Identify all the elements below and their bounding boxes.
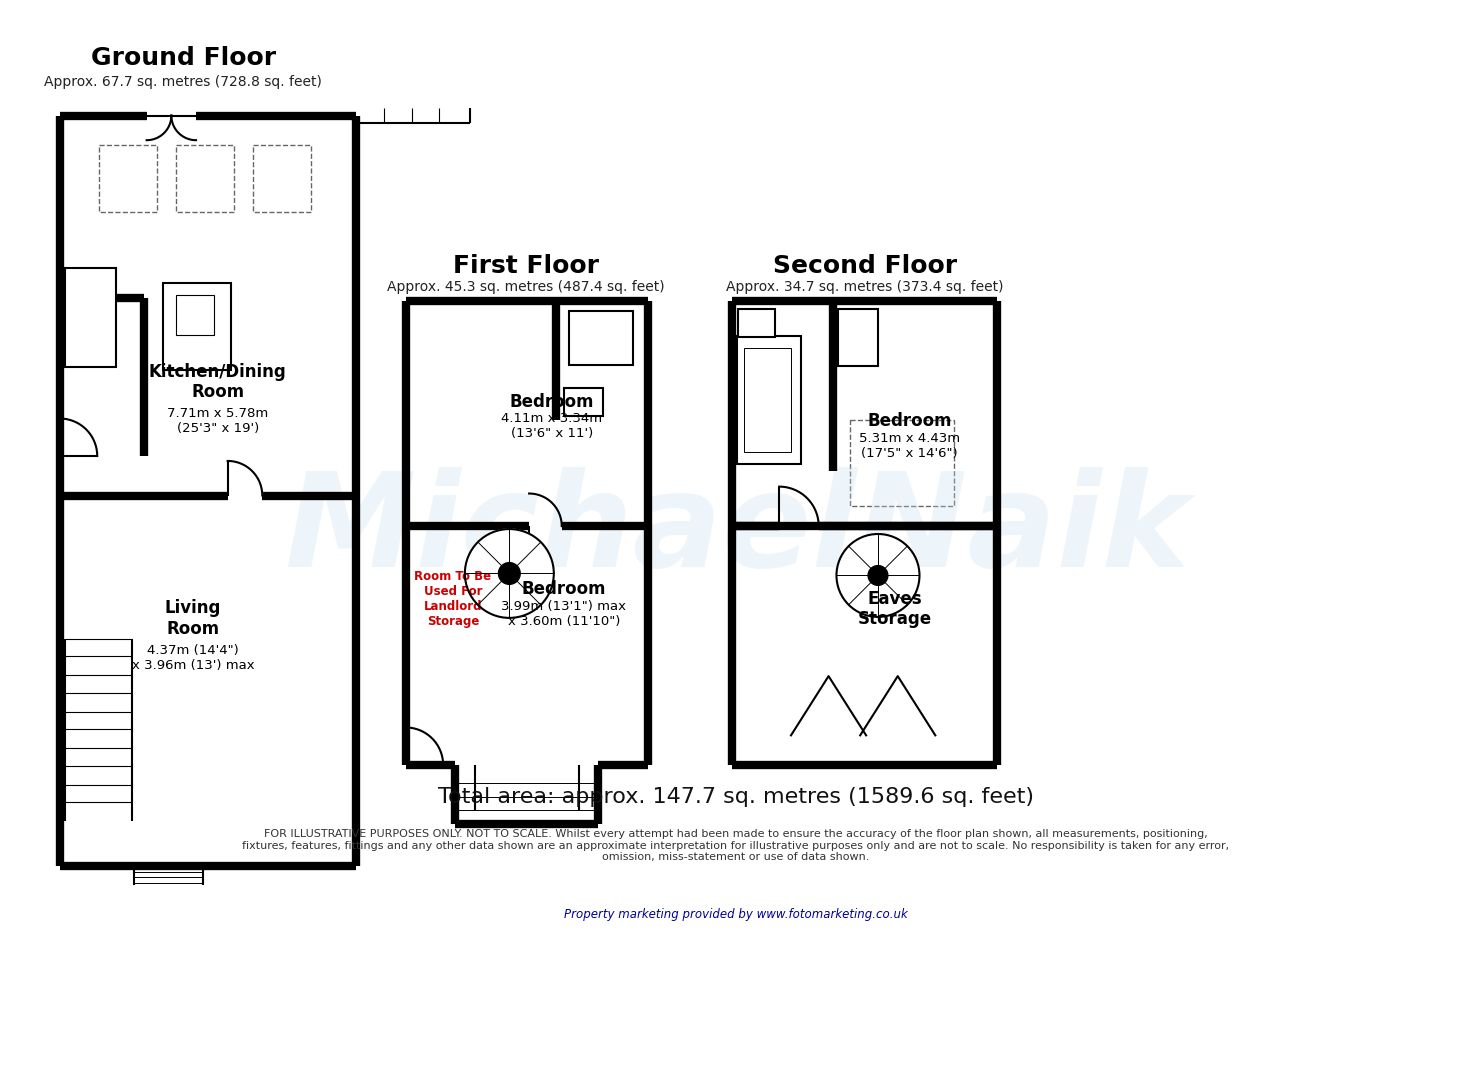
Bar (176, 296, 214, 335)
Circle shape (498, 562, 520, 585)
Bar (839, 309, 878, 366)
Text: MichaelNaik: MichaelNaik (284, 466, 1190, 593)
Text: Bedroom: Bedroom (867, 413, 952, 430)
Text: 3.99m (13'1") max
x 3.60m (11'10"): 3.99m (13'1") max x 3.60m (11'10") (501, 600, 626, 628)
Bar (737, 309, 776, 336)
Circle shape (836, 534, 920, 617)
Text: Bedroom: Bedroom (521, 580, 605, 599)
Bar (253, 145, 311, 212)
Text: Kitchen/Dining
Room: Kitchen/Dining Room (148, 363, 286, 401)
Text: Ground Floor: Ground Floor (91, 46, 276, 70)
Bar (743, 349, 790, 452)
Text: Bedroom: Bedroom (510, 393, 593, 411)
Text: Second Floor: Second Floor (773, 254, 958, 277)
Text: Approx. 45.3 sq. metres (487.4 sq. feet): Approx. 45.3 sq. metres (487.4 sq. feet) (388, 281, 665, 294)
Text: Total area: approx. 147.7 sq. metres (1589.6 sq. feet): Total area: approx. 147.7 sq. metres (15… (438, 786, 1034, 807)
Bar (736, 336, 801, 464)
Text: 4.11m x 3.34m
(13'6" x 11'): 4.11m x 3.34m (13'6" x 11') (501, 413, 602, 441)
Bar (163, 284, 231, 370)
Text: 7.71m x 5.78m
(25'3" x 19'): 7.71m x 5.78m (25'3" x 19') (167, 408, 269, 435)
Text: 4.37m (14'4")
x 3.96m (13') max: 4.37m (14'4") x 3.96m (13') max (132, 644, 254, 672)
Bar (65, 269, 116, 367)
Bar (569, 310, 633, 365)
Circle shape (464, 529, 554, 618)
Text: Living
Room: Living Room (165, 600, 222, 638)
Circle shape (868, 566, 887, 586)
Text: Property marketing provided by www.fotomarketing.co.uk: Property marketing provided by www.fotom… (564, 908, 908, 922)
Bar (176, 145, 234, 212)
Text: First Floor: First Floor (452, 254, 599, 277)
Text: Room To Be
Used For
Landlord
Storage: Room To Be Used For Landlord Storage (414, 570, 492, 628)
Bar (100, 145, 157, 212)
Text: Approx. 67.7 sq. metres (728.8 sq. feet): Approx. 67.7 sq. metres (728.8 sq. feet) (44, 75, 322, 89)
Text: Eaves
Storage: Eaves Storage (858, 590, 931, 628)
Bar (564, 388, 604, 415)
Text: FOR ILLUSTRATIVE PURPOSES ONLY. NOT TO SCALE. Whilst every attempt had been made: FOR ILLUSTRATIVE PURPOSES ONLY. NOT TO S… (242, 829, 1230, 862)
Bar (851, 419, 953, 507)
Text: Approx. 34.7 sq. metres (373.4 sq. feet): Approx. 34.7 sq. metres (373.4 sq. feet) (726, 281, 1003, 294)
Text: 5.31m x 4.43m
(17'5" x 14'6"): 5.31m x 4.43m (17'5" x 14'6") (859, 432, 961, 460)
